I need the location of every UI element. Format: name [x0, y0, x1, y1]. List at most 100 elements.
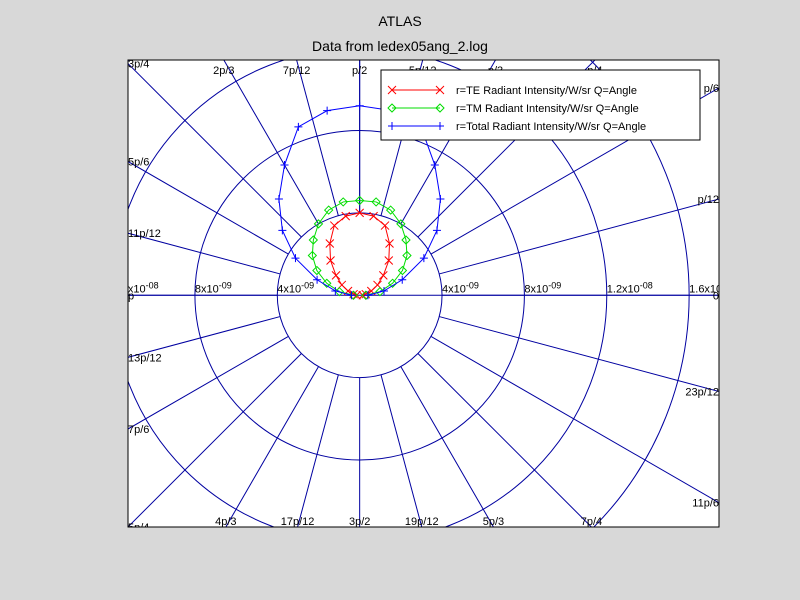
plot-border [127, 59, 720, 528]
marker [432, 226, 441, 235]
marker [435, 103, 445, 113]
legend-label: r=TE Radiant Intensity/W/sr Q=Angle [456, 85, 637, 97]
grid-ray [439, 316, 719, 393]
marker [325, 239, 335, 248]
marker [371, 197, 381, 207]
theta-tick-label: 19p/12 [405, 516, 439, 528]
theta-tick-label: 5p/6 [128, 157, 149, 169]
grid-ray [430, 87, 719, 255]
grid-ray [400, 366, 495, 527]
legend-label: r=Total Radiant Intensity/W/sr Q=Angle [456, 121, 646, 133]
marker [326, 256, 335, 265]
grid-ray [297, 374, 339, 527]
theta-tick-label: 11p/12 [128, 228, 161, 240]
theta-tick-label: 23p/12 [685, 387, 719, 399]
marker [384, 256, 394, 265]
marker [387, 85, 397, 95]
grid-ray [439, 198, 719, 275]
marker [313, 275, 322, 284]
marker [387, 103, 397, 113]
marker [322, 278, 332, 288]
theta-tick-label: 2p/3 [213, 65, 234, 77]
marker [329, 221, 339, 230]
marker [278, 226, 287, 235]
grid-ray [430, 336, 719, 504]
theta-tick-label: p [128, 290, 134, 302]
marker [313, 219, 324, 229]
marker [385, 205, 396, 215]
theta-tick-label: p/2 [352, 65, 367, 77]
legend-box [380, 69, 701, 141]
theta-tick-label: 17p/12 [281, 516, 315, 528]
grid-ray [223, 60, 319, 225]
marker [378, 271, 388, 280]
r-tick-label: 1.2x10-08 [113, 280, 159, 295]
r-tick-exponent: -08 [63, 280, 76, 290]
marker [354, 195, 365, 206]
marker [361, 290, 371, 300]
r-tick-mantissa: 1.2x10 [607, 283, 640, 295]
marker [355, 101, 364, 110]
series-line [311, 199, 408, 296]
marker [347, 291, 356, 300]
theta-tick-label: 13p/12 [128, 352, 162, 364]
r-tick-mantissa: 1.6x10 [30, 283, 63, 295]
marker [355, 208, 365, 218]
r-tick-label: 8x10-09 [524, 280, 561, 295]
marker [358, 290, 368, 300]
theta-tick-label: p/6 [704, 83, 719, 95]
marker [369, 211, 378, 221]
marker [323, 106, 332, 115]
r-tick-label: 1.2x10-08 [607, 280, 653, 295]
grid-ray [380, 374, 423, 527]
marker [280, 161, 289, 170]
r-tick-exponent: -09 [301, 280, 314, 290]
r-tick-exponent: -08 [722, 280, 735, 290]
marker [363, 291, 372, 300]
r-tick-label: 8x10-09 [195, 280, 232, 295]
marker [388, 122, 396, 130]
marker [338, 197, 348, 207]
r-tick-mantissa: 1.2x10 [113, 283, 146, 295]
marker [387, 278, 398, 288]
r-tick-mantissa: 4x10 [442, 283, 466, 295]
marker [430, 161, 439, 170]
theta-tick-label: 3p/2 [349, 516, 370, 528]
grid-ray [128, 62, 302, 238]
theta-tick-label: 7p/4 [581, 516, 602, 528]
marker [385, 239, 394, 248]
theta-tick-label: 5p/4 [128, 522, 149, 534]
theta-tick-label: 0 [713, 290, 719, 302]
marker [323, 205, 334, 215]
legend: r=TE Radiant Intensity/W/sr Q=Angle r=TM … [380, 69, 701, 141]
chart-title: ATLAS [378, 13, 421, 29]
r-tick-label: 4x10-09 [277, 280, 314, 295]
theta-tick-label: 5p/3 [483, 516, 504, 528]
marker [307, 250, 318, 261]
marker [435, 85, 445, 95]
marker [402, 250, 412, 261]
marker [380, 221, 390, 230]
grid-ray [225, 366, 319, 527]
grid-ray [296, 60, 339, 216]
data [274, 101, 445, 300]
r-tick-label: 1.6x10-08 [689, 280, 735, 295]
marker [401, 235, 411, 245]
marker [419, 254, 428, 263]
marker [308, 235, 319, 245]
r-tick-exponent: -09 [548, 280, 561, 290]
r-tick-mantissa: 1.6x10 [689, 283, 722, 295]
r-tick-exponent: -08 [640, 280, 653, 290]
r-tick-exponent: -09 [466, 280, 479, 290]
legend-label: r=TM Radiant Intensity/W/sr Q=Angle [456, 103, 639, 115]
marker [352, 290, 361, 300]
grid-ray [128, 232, 281, 275]
marker [396, 219, 406, 229]
marker [436, 194, 445, 203]
chart-subtitle: Data from ledex05ang_2.log [312, 38, 488, 54]
r-tick-label: 1.6x10-08 [30, 280, 76, 295]
marker [334, 286, 345, 297]
r-tick-mantissa: 8x10 [524, 283, 548, 295]
theta-tick-label: 4p/3 [215, 516, 236, 528]
